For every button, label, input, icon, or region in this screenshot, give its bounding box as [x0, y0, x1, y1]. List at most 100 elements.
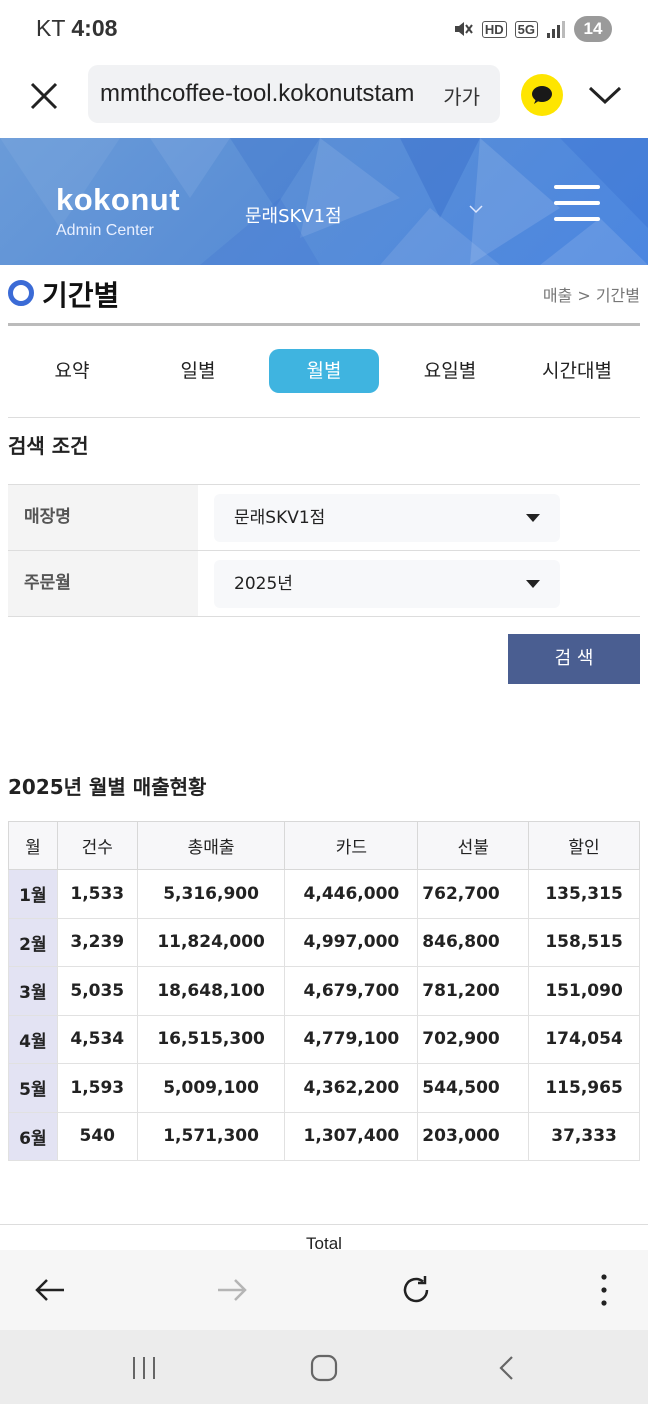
- store-select-value: 문래SKV1점: [234, 508, 326, 528]
- network-5g-icon: 5G: [514, 20, 538, 38]
- table-row: 5월 1,593 5,009,100 4,362,200 544,500 115…: [8, 1063, 640, 1113]
- condition-row-store: 매장명 문래SKV1점: [8, 485, 640, 551]
- month-cell: 2월: [8, 917, 58, 967]
- discount-cell: 135,315: [528, 869, 640, 919]
- system-nav-bar: [0, 1330, 648, 1404]
- period-tabs: 요약 일별 월별 요일별 시간대별: [8, 346, 640, 396]
- column-header: 카드: [284, 821, 419, 870]
- table-header-row: 월 건수 총매출 카드 선불 할인: [8, 821, 640, 870]
- prepaid-cell: 846,800: [417, 917, 530, 967]
- table-row: 4월 4,534 16,515,300 4,779,100 702,900 17…: [8, 1014, 640, 1064]
- close-icon[interactable]: [28, 80, 60, 112]
- home-icon[interactable]: [309, 1354, 339, 1382]
- store-caret-icon[interactable]: [468, 204, 484, 214]
- discount-cell: 37,333: [528, 1111, 640, 1161]
- table-row: 1월 1,533 5,316,900 4,446,000 762,700 135…: [8, 869, 640, 919]
- table-row: 6월 540 1,571,300 1,307,400 203,000 37,33…: [8, 1111, 640, 1161]
- column-header: 건수: [56, 821, 138, 870]
- card-cell: 4,997,000: [284, 917, 419, 967]
- store-select[interactable]: 문래SKV1점: [214, 494, 560, 542]
- discount-cell: 158,515: [528, 917, 640, 967]
- kakao-chat-icon[interactable]: [521, 74, 563, 116]
- url-bar[interactable]: mmthcoffee-tool.kokonutstam 가가: [88, 65, 500, 123]
- count-cell: 4,534: [56, 1014, 138, 1064]
- total-sales-cell: 18,648,100: [136, 966, 286, 1016]
- count-cell: 1,593: [56, 1063, 138, 1113]
- discount-cell: 115,965: [528, 1063, 640, 1113]
- battery-badge: 14: [574, 16, 612, 42]
- card-cell: 4,679,700: [284, 966, 419, 1016]
- prepaid-cell: 781,200: [417, 966, 530, 1016]
- search-button[interactable]: 검 색: [508, 634, 640, 684]
- mute-icon: [454, 22, 473, 36]
- card-cell: 4,362,200: [284, 1063, 419, 1113]
- monthly-sales-table: 월 건수 총매출 카드 선불 할인 1월 1,533 5,316,900 4,4…: [8, 821, 640, 1161]
- total-label: Total: [306, 1234, 342, 1253]
- tab-monthly[interactable]: 월별: [269, 349, 379, 393]
- year-select-value: 2025년: [234, 574, 293, 594]
- condition-row-month: 주문월 2025년: [8, 551, 640, 617]
- brand-subtitle: Admin Center: [56, 222, 154, 239]
- month-cell: 6월: [8, 1111, 58, 1161]
- count-cell: 1,533: [56, 869, 138, 919]
- tab-daily[interactable]: 일별: [180, 360, 216, 382]
- carrier-time: KT 4:08: [36, 15, 117, 42]
- search-conditions: 매장명 문래SKV1점 주문월 2025년: [8, 484, 640, 617]
- month-cell: 4월: [8, 1014, 58, 1064]
- banner-pattern: [0, 138, 648, 265]
- table-row: 2월 3,239 11,824,000 4,997,000 846,800 15…: [8, 917, 640, 967]
- menu-icon[interactable]: [554, 185, 602, 221]
- recent-apps-icon[interactable]: [129, 1354, 159, 1382]
- caret-down-icon: [526, 580, 540, 588]
- card-cell: 4,446,000: [284, 869, 419, 919]
- clock: 4:08: [71, 15, 118, 41]
- store-selector[interactable]: 문래SKV1점: [245, 206, 342, 227]
- tab-weekday[interactable]: 요일별: [423, 360, 477, 382]
- column-header: 월: [8, 821, 58, 870]
- system-back-icon[interactable]: [492, 1354, 522, 1382]
- breadcrumb: 매출 > 기간별: [542, 286, 640, 305]
- signal-icon: [547, 21, 565, 38]
- column-header: 할인: [528, 821, 640, 870]
- forward-arrow-icon[interactable]: [214, 1272, 250, 1308]
- brand-logo[interactable]: kokonut: [56, 182, 181, 217]
- table-row: 3월 5,035 18,648,100 4,679,700 781,200 15…: [8, 966, 640, 1016]
- font-size-button[interactable]: 가가: [443, 85, 480, 109]
- discount-cell: 151,090: [528, 966, 640, 1016]
- back-arrow-icon[interactable]: [32, 1272, 68, 1308]
- chevron-down-icon[interactable]: [588, 82, 622, 108]
- url-text[interactable]: mmthcoffee-tool.kokonutstam: [100, 80, 415, 107]
- total-sales-cell: 1,571,300: [136, 1111, 286, 1161]
- divider: [8, 417, 640, 418]
- discount-cell: 174,054: [528, 1014, 640, 1064]
- month-cell: 1월: [8, 869, 58, 919]
- total-sales-cell: 16,515,300: [136, 1014, 286, 1064]
- prepaid-cell: 702,900: [417, 1014, 530, 1064]
- refresh-icon[interactable]: [398, 1272, 434, 1308]
- total-sales-cell: 5,009,100: [136, 1063, 286, 1113]
- month-cell: 5월: [8, 1063, 58, 1113]
- total-sales-cell: 5,316,900: [136, 869, 286, 919]
- card-cell: 4,779,100: [284, 1014, 419, 1064]
- tab-summary[interactable]: 요약: [54, 360, 90, 382]
- card-cell: 1,307,400: [284, 1111, 419, 1161]
- count-cell: 5,035: [56, 966, 138, 1016]
- browser-toolbar: mmthcoffee-tool.kokonutstam 가가: [0, 60, 648, 138]
- month-label: 주문월: [8, 551, 198, 616]
- column-header: 선불: [417, 821, 530, 870]
- status-bar: KT 4:08 HD 5G 14: [0, 0, 648, 60]
- status-icons: HD 5G 14: [452, 16, 612, 42]
- page-title: 기간별: [42, 279, 120, 312]
- more-options-icon[interactable]: [586, 1272, 622, 1308]
- store-label: 매장명: [8, 485, 198, 550]
- browser-bottom-nav: [0, 1250, 648, 1330]
- count-cell: 3,239: [56, 917, 138, 967]
- tab-hourly[interactable]: 시간대별: [542, 360, 612, 382]
- prepaid-cell: 544,500: [417, 1063, 530, 1113]
- total-sales-cell: 11,824,000: [136, 917, 286, 967]
- count-cell: 540: [56, 1111, 138, 1161]
- year-select[interactable]: 2025년: [214, 560, 560, 608]
- sales-section-title: 2025년 월별 매출현황: [8, 775, 207, 799]
- prepaid-cell: 762,700: [417, 869, 530, 919]
- total-section: [0, 1224, 648, 1254]
